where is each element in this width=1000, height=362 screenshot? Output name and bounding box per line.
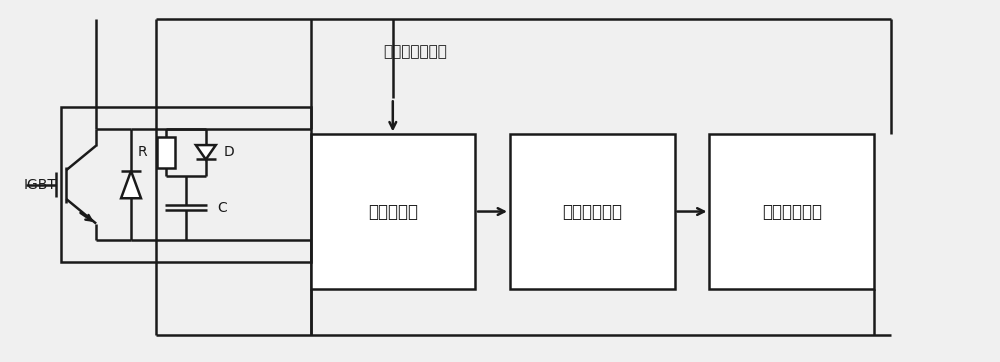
Bar — [311, 134, 475, 289]
Bar — [61, 108, 311, 262]
Text: D: D — [224, 145, 235, 159]
Text: 脉冲发生单元: 脉冲发生单元 — [562, 202, 622, 220]
Text: R: R — [137, 145, 147, 159]
Bar — [510, 134, 675, 289]
Text: 预设的参考电平: 预设的参考电平 — [383, 44, 447, 59]
Text: 比较器模块: 比较器模块 — [368, 202, 418, 220]
Bar — [157, 137, 175, 168]
Text: C: C — [217, 201, 227, 215]
Text: 辅助开关单元: 辅助开关单元 — [762, 202, 822, 220]
Text: IGBT: IGBT — [23, 178, 56, 191]
Polygon shape — [196, 145, 216, 159]
Polygon shape — [121, 171, 141, 198]
Bar — [709, 134, 874, 289]
